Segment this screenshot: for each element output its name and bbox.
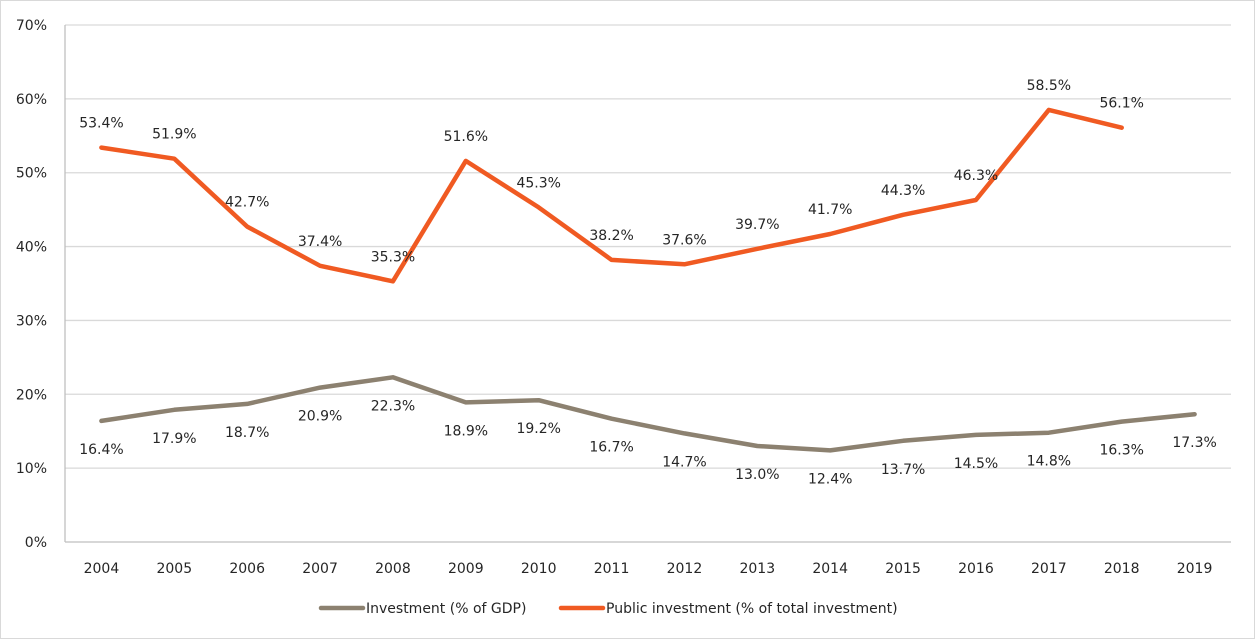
x-tick-label: 2008 [375,561,411,577]
data-label: 14.5% [954,456,998,472]
x-tick-label: 2015 [885,561,921,577]
data-label: 35.3% [371,249,415,265]
x-tick-label: 2007 [302,561,338,577]
data-label: 51.6% [444,129,488,145]
y-tick-label: 60% [16,92,47,108]
data-label: 13.7% [881,462,925,478]
y-tick-label: 40% [16,240,47,256]
data-label: 20.9% [298,409,342,425]
data-labels: 16.4% 17.9% 18.7% 20.9% 22.3% 18.9% 19.2% 16.7%… [79,78,1217,487]
data-label: 46.3% [954,168,998,184]
data-label: 45.3% [516,175,560,191]
data-label: 41.7% [808,202,852,218]
data-label: 18.9% [444,423,488,439]
data-label: 14.8% [1027,454,1071,470]
x-tick-label: 2010 [521,561,557,577]
data-label: 17.3% [1172,435,1216,451]
y-tick-label: 30% [16,313,47,329]
data-label: 42.7% [225,195,269,211]
data-label: 51.9% [152,127,196,143]
data-label: 37.6% [662,232,706,248]
y-tick-label: 0% [25,535,47,551]
x-tick-label: 2017 [1031,561,1067,577]
legend-label: Public investment (% of total investment… [606,601,898,617]
data-label: 38.2% [589,228,633,244]
y-tick-label: 50% [16,166,47,182]
data-label: 12.4% [808,471,852,487]
y-tick-label: 10% [16,461,47,477]
x-tick-label: 2005 [156,561,192,577]
data-label: 19.2% [516,421,560,437]
data-label: 56.1% [1099,96,1143,112]
data-label: 16.4% [79,442,123,458]
x-tick-label: 2014 [812,561,848,577]
data-label: 14.7% [662,454,706,470]
legend-item: Investment (% of GDP) [318,601,526,617]
data-label: 53.4% [79,116,123,132]
x-tick-label: 2016 [958,561,994,577]
x-tick-label: 2019 [1177,561,1213,577]
x-tick-label: 2013 [739,561,775,577]
series-lines [99,107,1197,453]
data-label: 39.7% [735,217,779,233]
series-line-investment-gdp [99,375,1197,453]
legend-label: Investment (% of GDP) [366,601,526,617]
x-tick-label: 2018 [1104,561,1140,577]
x-tick-label: 2012 [667,561,703,577]
data-label: 58.5% [1027,78,1071,94]
legend-item: Public investment (% of total investment… [558,601,898,617]
legend: Investment (% of GDP) Public investment (… [318,601,898,617]
data-label: 16.3% [1099,443,1143,459]
data-label: 18.7% [225,425,269,441]
series-line-public-investment [99,107,1124,284]
data-label: 44.3% [881,183,925,199]
y-axis: 0% 10% 20% 30% 40% 50% 60% 70% [16,18,66,551]
data-label: 37.4% [298,234,342,250]
x-tick-label: 2006 [229,561,265,577]
x-tick-label: 2009 [448,561,484,577]
y-tick-label: 20% [16,387,47,403]
x-axis: 2004 2005 2006 2007 2008 2009 2010 2011 2012 2013… [65,541,1231,577]
x-tick-label: 2011 [594,561,630,577]
data-label: 16.7% [589,440,633,456]
y-tick-label: 70% [16,18,47,34]
data-label: 22.3% [371,398,415,414]
data-label: 17.9% [152,431,196,447]
x-tick-label: 2004 [84,561,120,577]
gridlines [65,24,1231,469]
data-label: 13.0% [735,467,779,483]
